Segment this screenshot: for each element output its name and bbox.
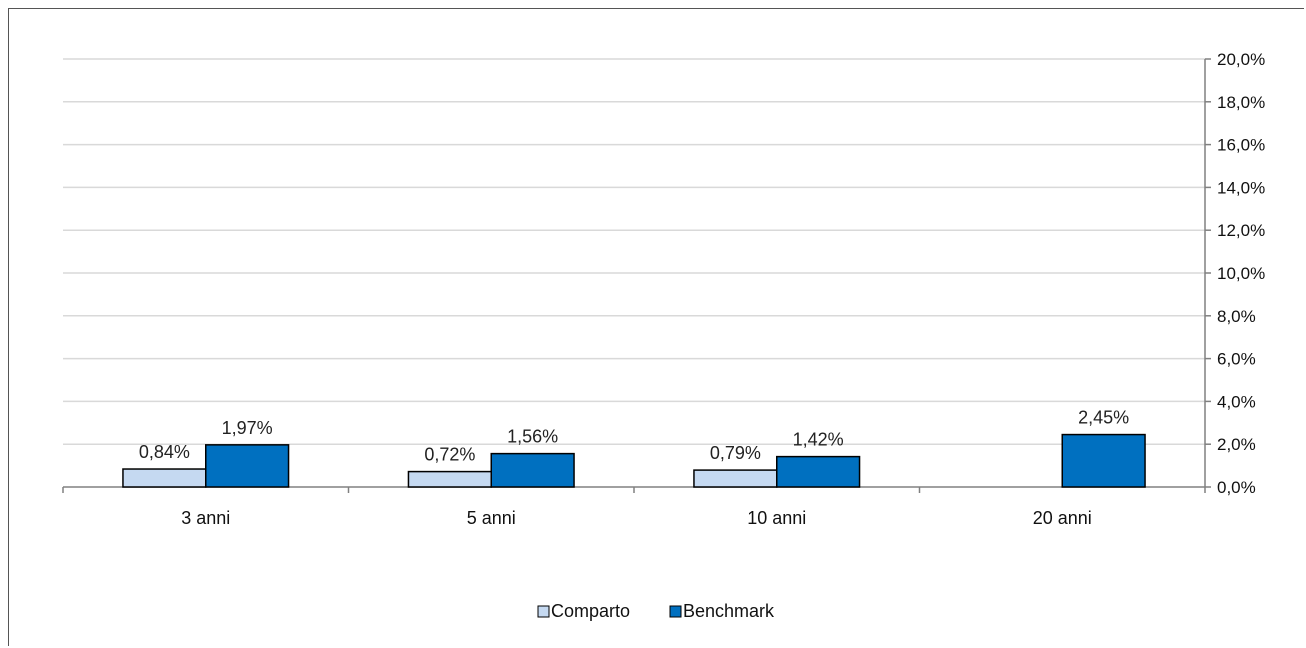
legend-swatch [537,605,550,618]
bar-benchmark [205,444,290,488]
legend-entry: Benchmark [683,601,775,621]
x-tick-label: 20 anni [1033,508,1092,528]
bar-benchmark [1061,433,1146,488]
data-label: 0,84% [139,442,190,462]
data-label: 2,45% [1078,408,1129,428]
bar-benchmark [776,455,861,488]
legend-entry: Comparto [551,601,630,621]
data-label: 1,97% [222,418,273,438]
data-label: 1,56% [507,427,558,447]
x-tick-label: 5 anni [467,508,516,528]
bar-comparto [693,469,778,488]
x-tick-label: 3 anni [181,508,230,528]
bar-comparto [122,468,207,488]
chart-frame [8,8,1304,646]
legend-swatch [669,605,682,618]
y-tick-label: 4,0% [1217,392,1256,411]
y-tick-label: 18,0% [1217,93,1265,112]
x-tick-label: 10 anni [747,508,806,528]
y-tick-label: 8,0% [1217,307,1256,326]
bar-benchmark [490,452,575,488]
y-tick-label: 16,0% [1217,136,1265,155]
y-tick-label: 0,0% [1217,478,1256,497]
data-label: 0,79% [710,443,761,463]
y-tick-label: 6,0% [1217,350,1256,369]
y-tick-label: 2,0% [1217,435,1256,454]
y-tick-label: 12,0% [1217,221,1265,240]
y-tick-label: 10,0% [1217,264,1265,283]
y-tick-label: 20,0% [1217,50,1265,69]
y-tick-label: 14,0% [1217,178,1265,197]
data-label: 1,42% [793,430,844,450]
data-label: 0,72% [424,445,475,465]
bar-comparto [407,470,492,488]
